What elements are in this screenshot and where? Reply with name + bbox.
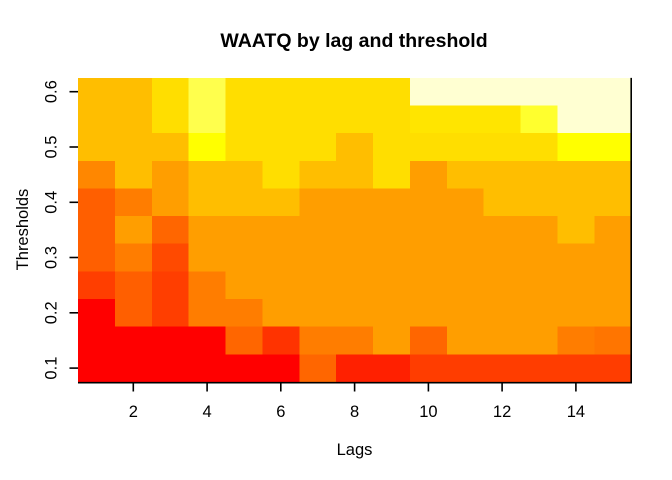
svg-text:6: 6: [276, 403, 285, 421]
svg-text:10: 10: [419, 403, 437, 421]
svg-text:0.1: 0.1: [43, 357, 61, 380]
svg-text:8: 8: [350, 403, 359, 421]
svg-text:2: 2: [129, 403, 138, 421]
svg-text:4: 4: [203, 403, 212, 421]
svg-text:0.4: 0.4: [43, 191, 61, 214]
svg-text:Lags: Lags: [337, 441, 373, 459]
svg-text:0.2: 0.2: [43, 301, 61, 324]
svg-text:14: 14: [567, 403, 585, 421]
svg-text:12: 12: [493, 403, 511, 421]
svg-text:Thresholds: Thresholds: [14, 189, 32, 271]
svg-text:0.6: 0.6: [43, 80, 61, 103]
svg-text:WAATQ by lag and threshold: WAATQ by lag and threshold: [220, 30, 487, 52]
svg-text:0.3: 0.3: [43, 246, 61, 269]
svg-text:0.5: 0.5: [43, 136, 61, 159]
